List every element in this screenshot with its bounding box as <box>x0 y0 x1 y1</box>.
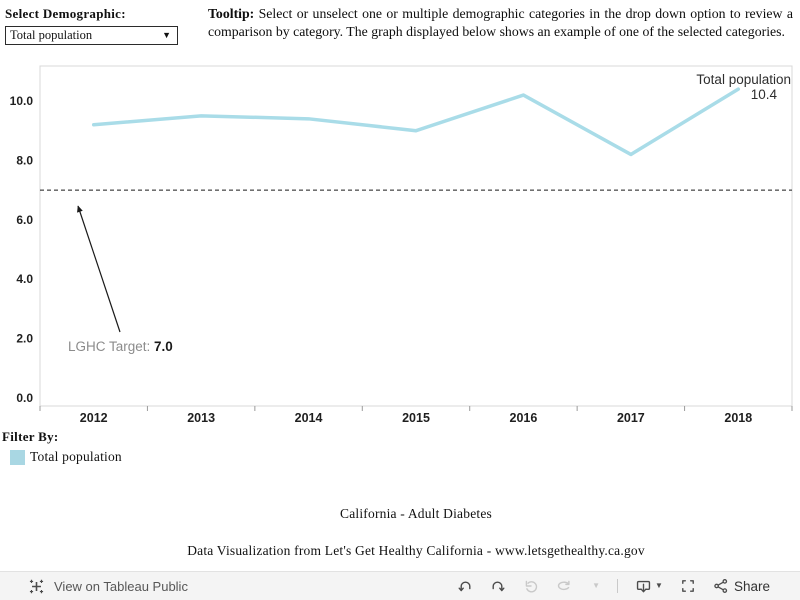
fullscreen-icon <box>682 580 694 592</box>
series-end-value: 10.4 <box>751 87 778 102</box>
x-axis-tick-label: 2016 <box>510 411 538 425</box>
x-axis-tick-label: 2015 <box>402 411 430 425</box>
view-on-tableau-public-label: View on Tableau Public <box>54 578 188 594</box>
download-icon <box>636 580 651 592</box>
replay-icon <box>558 580 570 591</box>
x-axis-tick-label: 2014 <box>295 411 323 425</box>
download-button[interactable]: ▼ <box>635 578 663 595</box>
y-axis-tick-label: 4.0 <box>16 272 33 286</box>
tableau-logo-icon <box>29 579 44 593</box>
target-annotation-arrow <box>77 205 121 333</box>
diabetes-trend-chart[interactable]: 0.0 2.0 4.0 6.0 8.0 10.0 2012 2013 2014 2015 2016 2… <box>0 60 800 432</box>
y-axis-tick-label: 10.0 <box>10 94 34 108</box>
tooltip-bold-prefix: Tooltip: <box>208 6 255 21</box>
series-end-label: Total population <box>696 72 791 87</box>
target-annotation-label: LGHC Target: 7.0 <box>68 339 173 354</box>
redo-button[interactable] <box>490 578 506 594</box>
tooltip-instructions: Tooltip: Select or unselect one or multi… <box>208 5 793 57</box>
chevron-down-icon: ▼ <box>592 581 601 590</box>
x-axis-tick-label: 2013 <box>187 411 215 425</box>
select-demographic-label: Select Demographic: <box>5 6 126 21</box>
undo-icon <box>458 581 471 592</box>
trend-line[interactable] <box>91 87 741 157</box>
replay-speed-menu-button[interactable]: ▼ <box>589 582 600 590</box>
share-button[interactable]: Share <box>713 578 770 594</box>
demographic-dropdown-value: Total population <box>10 28 93 42</box>
reset-button[interactable] <box>523 578 539 594</box>
tableau-toolbar: View on Tableau Public <box>0 571 800 600</box>
filter-by-label: Filter By: <box>2 429 59 444</box>
chart-caption: California - Adult Diabetes Data Visuali… <box>40 506 792 559</box>
legend-color-swatch <box>10 449 25 465</box>
x-axis-tick-label: 2018 <box>724 411 752 425</box>
toolbar-divider <box>617 579 619 593</box>
caption-source: Data Visualization from Let's Get Health… <box>187 543 645 558</box>
share-label: Share <box>733 578 770 594</box>
undo-button[interactable] <box>457 578 473 594</box>
legend-item-total-population[interactable]: Total population <box>2 449 122 465</box>
redo-icon <box>492 581 505 592</box>
chevron-down-icon: ▼ <box>162 30 171 40</box>
demographic-dropdown[interactable]: Total population ▼ <box>5 26 178 45</box>
fullscreen-button[interactable] <box>680 578 696 594</box>
legend-item-label: Total population <box>30 449 122 464</box>
x-axis-tick-label: 2017 <box>617 411 645 425</box>
y-axis-tick-label: 6.0 <box>16 213 33 227</box>
replay-button[interactable] <box>556 578 572 594</box>
share-icon <box>714 579 728 593</box>
y-axis-tick-label: 8.0 <box>16 153 33 167</box>
x-axis-tick-label: 2012 <box>80 411 108 425</box>
filter-by-section: Filter By: Total population <box>2 429 122 465</box>
toolbar-actions: ▼ ▼ <box>440 578 770 595</box>
view-on-tableau-public-link[interactable]: View on Tableau Public <box>28 578 188 595</box>
reset-icon <box>525 580 538 593</box>
y-axis-tick-label: 0.0 <box>16 391 33 405</box>
plot-area <box>39 65 793 407</box>
y-axis-tick-label: 2.0 <box>16 332 33 346</box>
chevron-down-icon: ▼ <box>655 581 663 590</box>
caption-title: California - Adult Diabetes <box>340 506 492 521</box>
tooltip-text: Select or unselect one or multiple demog… <box>208 6 793 39</box>
